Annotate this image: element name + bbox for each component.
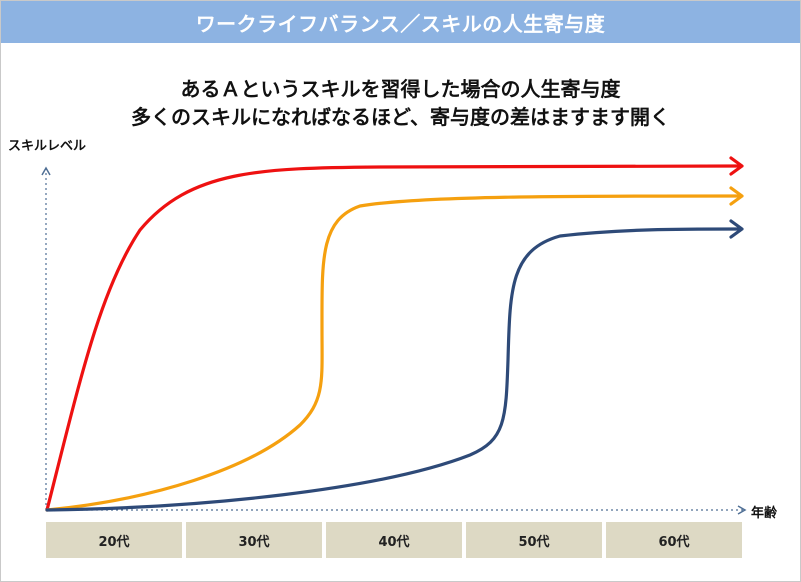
curve-orange	[45, 194, 740, 512]
x-axis-label: 年齢	[751, 506, 778, 521]
age-box-50s: 50代	[466, 522, 602, 558]
subtitle-line-1: あるＡというスキルを習得した場合の人生寄与度	[180, 77, 621, 101]
curve-navy	[45, 227, 740, 512]
age-box-60s: 60代	[606, 522, 742, 558]
age-box-20s: 20代	[46, 522, 182, 558]
header-bar: ワークライフバランス／スキルの人生寄与度	[1, 1, 800, 43]
age-box-30s: 30代	[186, 522, 322, 558]
curve-orange-arrow	[729, 186, 744, 206]
curve-navy-arrow	[729, 219, 744, 239]
subtitle-line-2: 多くのスキルになればなるほど、寄与度の差はますます開く	[131, 105, 670, 129]
y-axis-label: スキルレベル	[8, 139, 87, 154]
curve-red	[45, 164, 740, 512]
header-title: ワークライフバランス／スキルの人生寄与度	[195, 11, 606, 36]
age-box-40s: 40代	[326, 522, 462, 558]
curve-red-arrow	[729, 156, 744, 176]
